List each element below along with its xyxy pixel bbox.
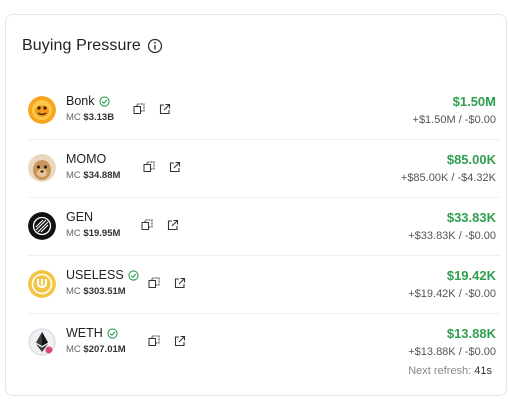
card-header: Buying Pressure [22, 37, 163, 55]
buy-sell-breakdown: +$85.00K / -$4.32K [400, 172, 496, 184]
net-buy-value: $13.88K [446, 326, 496, 341]
refresh-countdown: 41s [474, 365, 492, 377]
copy-icon[interactable] [141, 219, 153, 231]
token-name[interactable]: WETH [66, 326, 103, 340]
verified-check-icon [98, 95, 110, 107]
token-name[interactable]: Bonk [66, 94, 95, 108]
pressure-amount: $13.88K +$13.88K / -$0.00 [408, 326, 496, 358]
row-actions [143, 161, 181, 173]
external-link-icon[interactable] [169, 161, 181, 173]
pressure-amount: $33.83K +$33.83K / -$0.00 [408, 210, 496, 242]
token-list: Bonk MC $3.13B $1.50M +$1.50M / -$0.00 [28, 82, 500, 371]
net-buy-value: $19.42K [446, 268, 496, 283]
market-cap: MC $19.95M [66, 228, 121, 239]
momo-logo-icon [28, 154, 56, 182]
external-link-icon[interactable] [167, 219, 179, 231]
copy-icon[interactable] [133, 103, 145, 115]
row-actions [148, 277, 186, 289]
token-info: GEN MC $19.95M [66, 210, 120, 239]
external-link-icon[interactable] [174, 335, 186, 347]
market-cap: MC $34.88M [66, 170, 121, 181]
weth-logo-icon [28, 328, 56, 356]
list-item[interactable]: WETH MC $207.01M $13.88K +$13.88K / -$0.… [28, 314, 500, 371]
verified-check-icon [128, 269, 139, 281]
row-actions [141, 219, 179, 231]
net-buy-value: $33.83K [446, 210, 496, 225]
external-link-icon[interactable] [174, 277, 186, 289]
token-info: Bonk MC $3.13B [66, 94, 114, 123]
buy-sell-breakdown: +$33.83K / -$0.00 [408, 230, 496, 242]
next-refresh: Next refresh: 41s [408, 365, 492, 377]
list-item[interactable]: USELESS MC $303.51M $19.42K +$19.42K / -… [28, 256, 500, 314]
list-item[interactable]: MOMO MC $34.88M $85.00K +$85.00K / -$4.3… [28, 140, 500, 198]
market-cap: MC $3.13B [66, 112, 115, 123]
buy-sell-breakdown: +$13.88K / -$0.00 [408, 346, 496, 358]
token-info: WETH MC $207.01M [66, 326, 126, 355]
info-icon[interactable] [147, 38, 163, 54]
card-title: Buying Pressure [22, 37, 141, 54]
gen-logo-icon [28, 212, 56, 240]
useless-logo-icon [28, 270, 56, 298]
buy-sell-breakdown: +$1.50M / -$0.00 [412, 114, 496, 126]
pressure-amount: $19.42K +$19.42K / -$0.00 [408, 268, 496, 300]
list-item[interactable]: GEN MC $19.95M $33.83K +$33.83K / -$0.00 [28, 198, 500, 256]
pressure-amount: $85.00K +$85.00K / -$4.32K [401, 152, 496, 184]
token-info: MOMO MC $34.88M [66, 152, 120, 181]
external-link-icon[interactable] [159, 103, 171, 115]
token-name[interactable]: GEN [66, 210, 94, 224]
verified-check-icon [107, 327, 118, 339]
token-name[interactable]: MOMO [66, 152, 107, 166]
buying-pressure-card: Buying Pressure Bonk [5, 14, 507, 396]
buy-sell-breakdown: +$19.42K / -$0.00 [408, 288, 496, 300]
pressure-amount: $1.50M +$1.50M / -$0.00 [413, 94, 496, 126]
refresh-label: Next refresh: [408, 365, 472, 377]
row-actions [133, 103, 171, 115]
copy-icon[interactable] [148, 277, 160, 289]
net-buy-value: $85.00K [446, 152, 496, 167]
market-cap: MC $303.51M [66, 286, 126, 297]
copy-icon[interactable] [143, 161, 155, 173]
token-name[interactable]: USELESS [66, 268, 124, 282]
copy-icon[interactable] [148, 335, 160, 347]
market-cap: MC $207.01M [66, 344, 126, 355]
bonk-logo-icon [28, 96, 56, 124]
list-item[interactable]: Bonk MC $3.13B $1.50M +$1.50M / -$0.00 [28, 82, 500, 140]
net-buy-value: $1.50M [452, 94, 496, 109]
token-info: USELESS MC $303.51M [66, 268, 139, 297]
row-actions [148, 335, 186, 347]
